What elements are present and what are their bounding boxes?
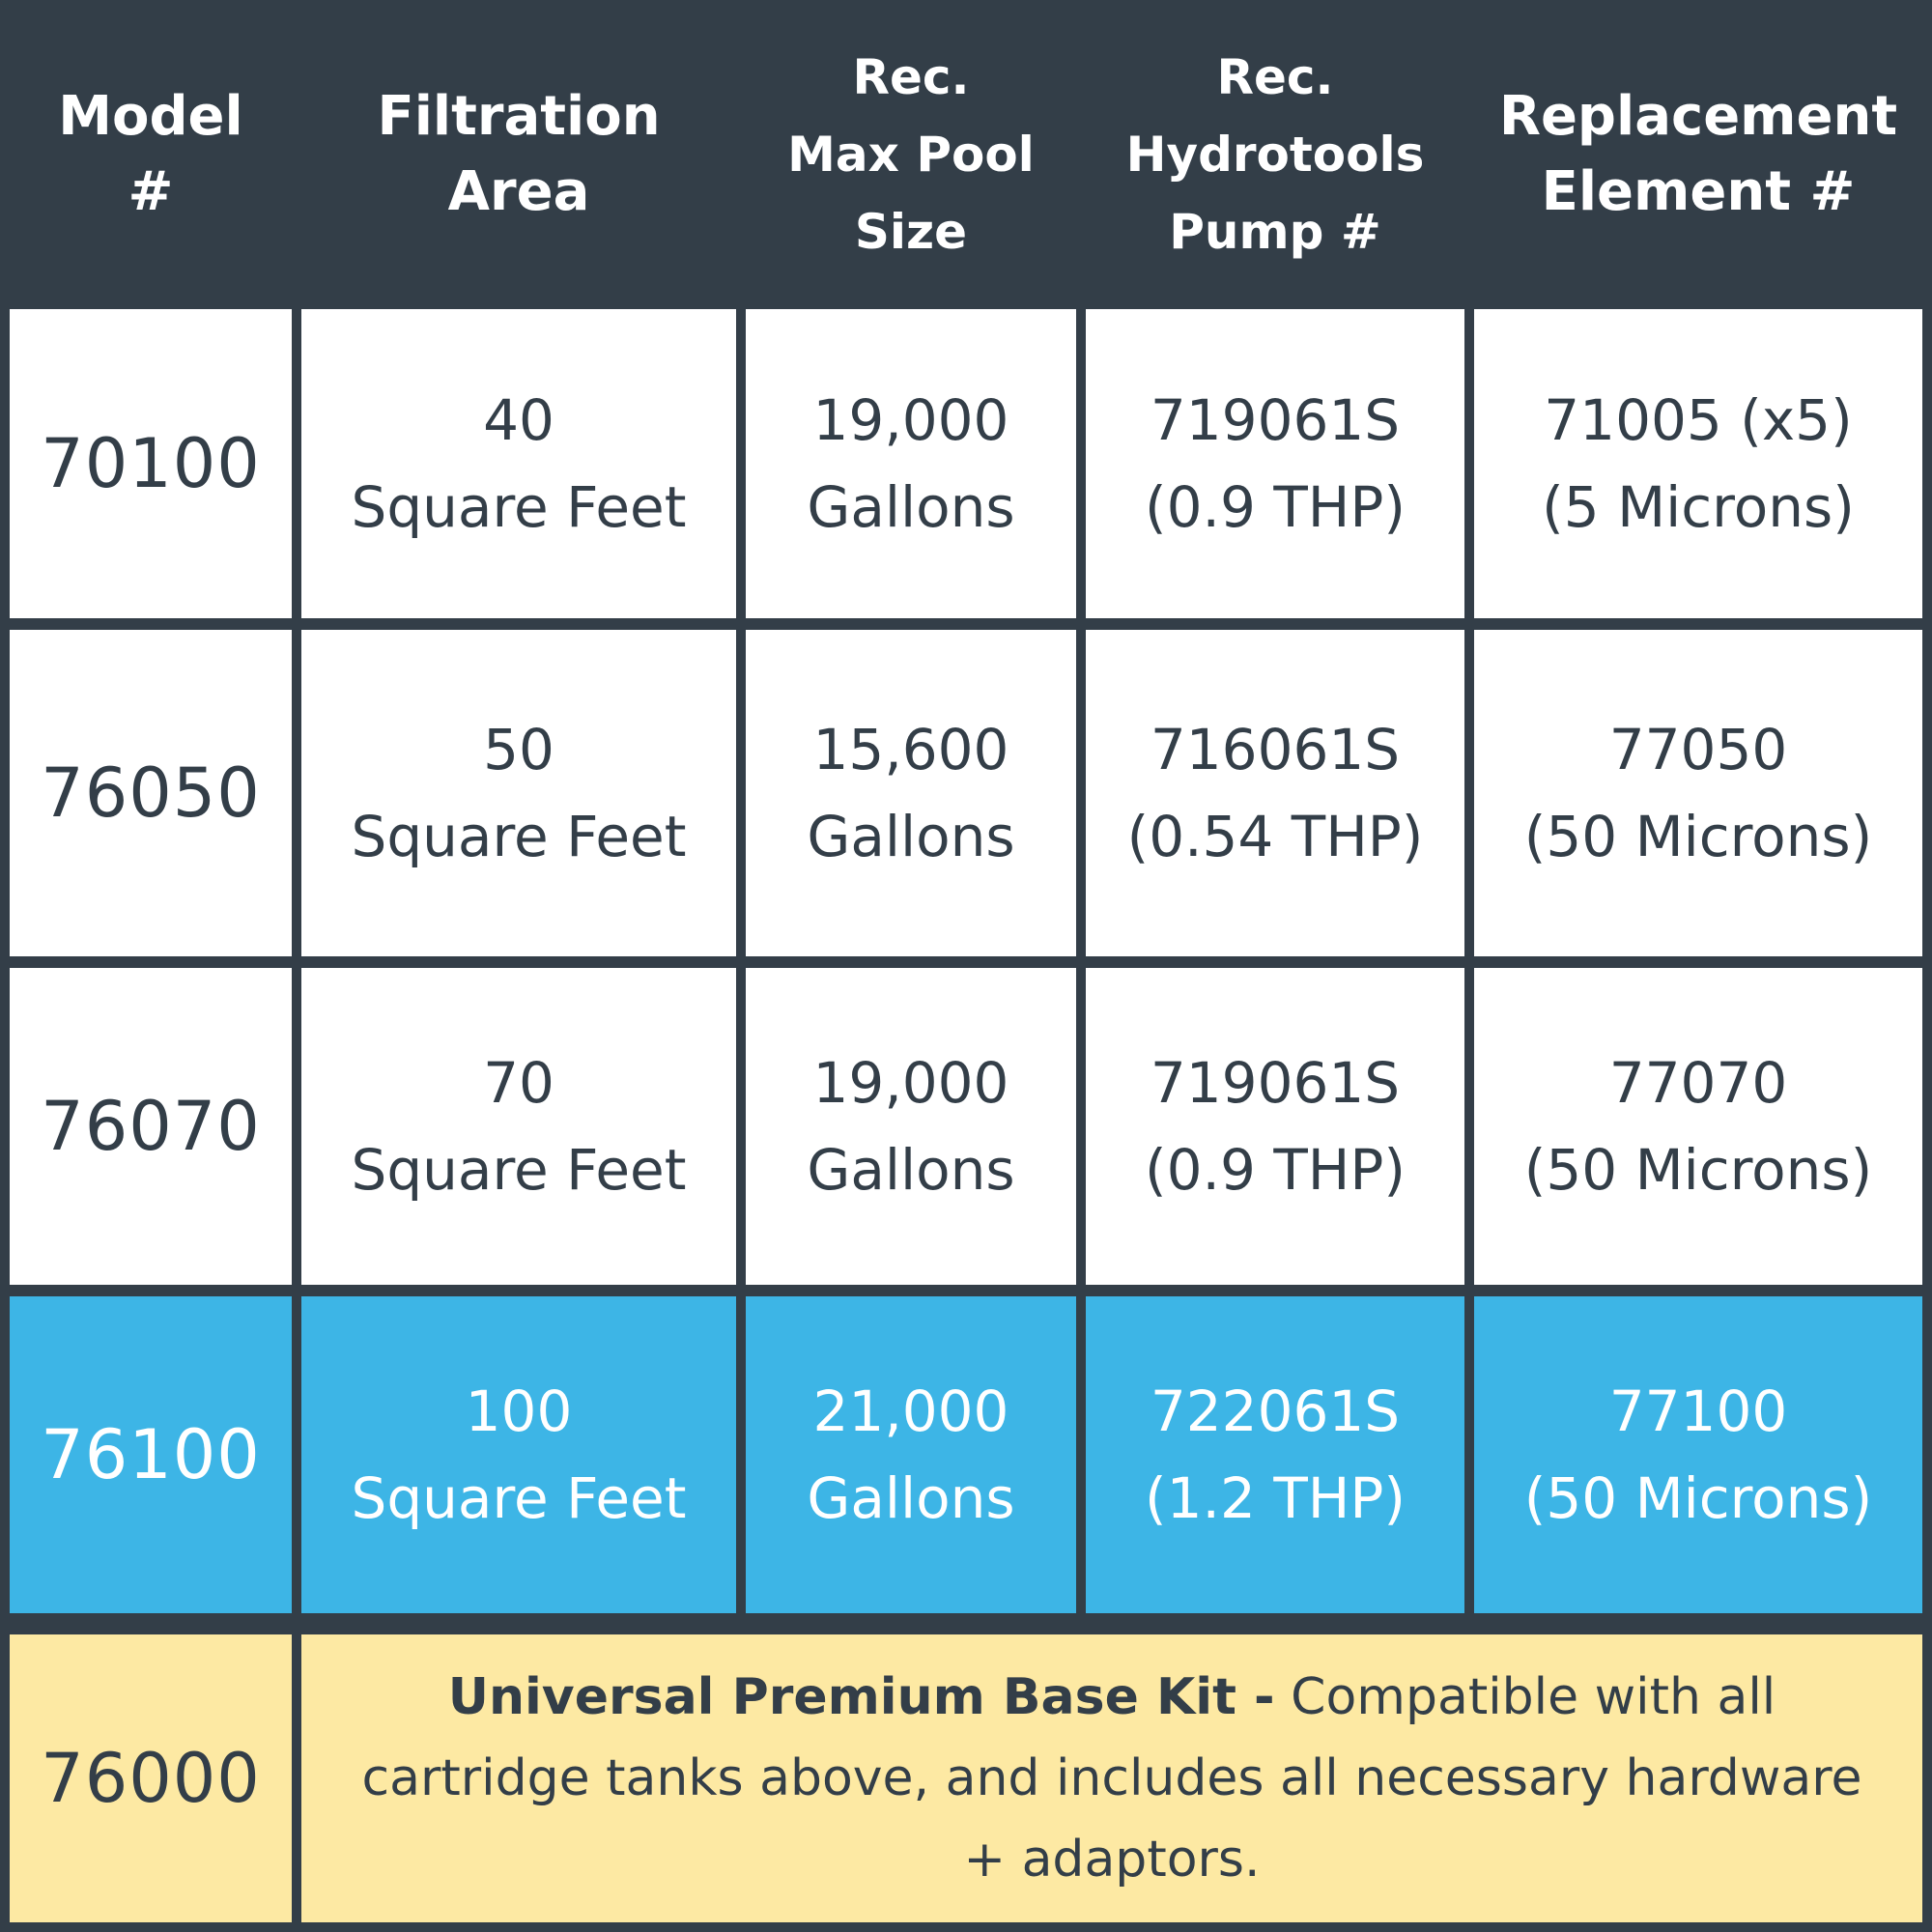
row4-pool-unit: Gallons — [807, 1465, 1015, 1531]
row1-area-unit: Square Feet — [351, 474, 687, 540]
row1-pump-model: 719061S — [1150, 387, 1401, 453]
footer-model: 76000 — [10, 1634, 292, 1922]
footer-description-cell: Universal Premium Base Kit - Compatible … — [301, 1634, 1922, 1922]
footer-description: Compatible with all cartridge tanks abov… — [361, 1668, 1862, 1889]
header-pump: Rec. Hydrotools Pump # — [1086, 10, 1464, 299]
row1-pump-thp: (0.9 THP) — [1145, 474, 1406, 540]
row1-area-value: 40 — [483, 387, 554, 453]
row3-pool: 19,000 Gallons — [746, 968, 1076, 1285]
row4-element-part: 77100 — [1608, 1378, 1788, 1444]
row3-area-value: 70 — [483, 1050, 554, 1116]
row3-pump: 719061S (0.9 THP) — [1086, 968, 1464, 1285]
header-filtration-line1: Filtration — [377, 84, 661, 148]
header-model-line1: Model — [58, 84, 243, 148]
row1-pool-value: 19,000 — [812, 387, 1009, 453]
header-pool-line2: Max Pool — [787, 127, 1035, 183]
header-max-pool-size: Rec. Max Pool Size — [746, 10, 1076, 299]
header-model: Model # — [10, 10, 292, 299]
header-replacement-element: Replacement Element # — [1474, 10, 1922, 299]
row4-area-value: 100 — [465, 1378, 573, 1444]
row2-pool-value: 15,600 — [812, 717, 1009, 782]
row2-pump-model: 716061S — [1150, 717, 1401, 782]
row4-pool-value: 21,000 — [812, 1378, 1009, 1444]
row3-pool-unit: Gallons — [807, 1137, 1015, 1203]
row2-area-unit: Square Feet — [351, 804, 687, 869]
row3-area: 70 Square Feet — [301, 968, 736, 1285]
row4-area: 100 Square Feet — [301, 1296, 736, 1613]
row1-model: 70100 — [10, 309, 292, 618]
header-pump-line3: Pump # — [1169, 204, 1381, 260]
row1-area: 40 Square Feet — [301, 309, 736, 618]
row2-pump-thp: (0.54 THP) — [1126, 804, 1424, 869]
header-pool-line3: Size — [854, 204, 968, 260]
row4-pump-model: 722061S — [1150, 1378, 1401, 1444]
row2-area: 50 Square Feet — [301, 630, 736, 956]
header-element-line1: Replacement — [1498, 84, 1898, 148]
row4-pool: 21,000 Gallons — [746, 1296, 1076, 1613]
row2-element-microns: (50 Microns) — [1523, 804, 1873, 869]
row3-element-microns: (50 Microns) — [1523, 1137, 1873, 1203]
row1-pump: 719061S (0.9 THP) — [1086, 309, 1464, 618]
header-filtration-area: Filtration Area — [301, 10, 736, 299]
row1-pool-unit: Gallons — [807, 474, 1015, 540]
row3-element: 77070 (50 Microns) — [1474, 968, 1922, 1285]
row3-pool-value: 19,000 — [812, 1050, 1009, 1116]
row4-area-unit: Square Feet — [351, 1465, 687, 1531]
row3-model: 76070 — [10, 968, 292, 1285]
header-filtration-line2: Area — [447, 160, 590, 223]
row3-area-unit: Square Feet — [351, 1137, 687, 1203]
row4-model: 76100 — [10, 1296, 292, 1613]
row2-pool: 15,600 Gallons — [746, 630, 1076, 956]
row2-pump: 716061S (0.54 THP) — [1086, 630, 1464, 956]
footer-note: Universal Premium Base Kit - Compatible … — [301, 1657, 1922, 1900]
row2-element: 77050 (50 Microns) — [1474, 630, 1922, 956]
row1-pool: 19,000 Gallons — [746, 309, 1076, 618]
row4-element-microns: (50 Microns) — [1523, 1465, 1873, 1531]
row1-element-microns: (5 Microns) — [1542, 474, 1855, 540]
row2-pool-unit: Gallons — [807, 804, 1015, 869]
row2-area-value: 50 — [483, 717, 554, 782]
header-element-line2: Element # — [1541, 160, 1856, 223]
header-pool-line1: Rec. — [852, 49, 970, 105]
header-pump-line1: Rec. — [1216, 49, 1334, 105]
row4-pump: 722061S (1.2 THP) — [1086, 1296, 1464, 1613]
row4-element: 77100 (50 Microns) — [1474, 1296, 1922, 1613]
row1-element: 71005 (x5) (5 Microns) — [1474, 309, 1922, 618]
footer-title: Universal Premium Base Kit - — [447, 1668, 1275, 1726]
row3-pump-model: 719061S — [1150, 1050, 1401, 1116]
row4-pump-thp: (1.2 THP) — [1145, 1465, 1406, 1531]
row3-element-part: 77070 — [1608, 1050, 1788, 1116]
row3-pump-thp: (0.9 THP) — [1145, 1137, 1406, 1203]
header-pump-line2: Hydrotools — [1125, 127, 1425, 183]
row2-element-part: 77050 — [1608, 717, 1788, 782]
row2-model: 76050 — [10, 630, 292, 956]
row1-element-part: 71005 (x5) — [1544, 387, 1853, 453]
header-model-line2: # — [128, 160, 174, 223]
